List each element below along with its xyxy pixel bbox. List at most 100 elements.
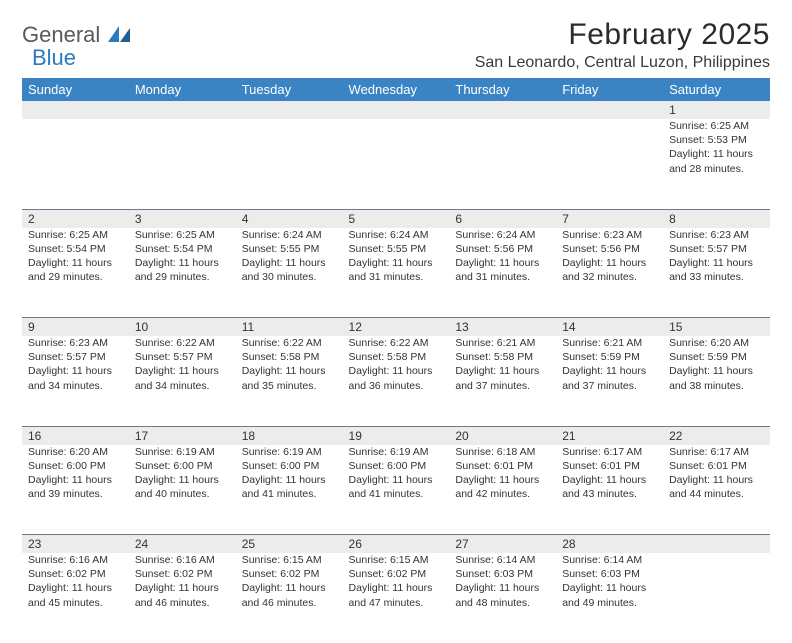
sunset-text: Sunset: 6:02 PM: [28, 567, 123, 581]
day-number: 8: [663, 209, 770, 228]
sunrise-text: Sunrise: 6:25 AM: [135, 228, 230, 242]
calendar-table: Sunday Monday Tuesday Wednesday Thursday…: [22, 78, 770, 643]
day-number: 2: [22, 209, 129, 228]
day-number: 5: [343, 209, 450, 228]
day-cell: Sunrise: 6:20 AMSunset: 5:59 PMDaylight:…: [663, 336, 770, 426]
sunset-text: Sunset: 6:00 PM: [349, 459, 444, 473]
day-number: 13: [449, 318, 556, 337]
daylight-text: Daylight: 11 hours and 32 minutes.: [562, 256, 657, 284]
sunset-text: Sunset: 5:55 PM: [242, 242, 337, 256]
day-number-row: 16171819202122: [22, 426, 770, 445]
day-number: 3: [129, 209, 236, 228]
day-number: 14: [556, 318, 663, 337]
sunrise-text: Sunrise: 6:19 AM: [349, 445, 444, 459]
daylight-text: Daylight: 11 hours and 34 minutes.: [28, 364, 123, 392]
sunrise-text: Sunrise: 6:16 AM: [28, 553, 123, 567]
sunset-text: Sunset: 6:01 PM: [669, 459, 764, 473]
daylight-text: Daylight: 11 hours and 31 minutes.: [455, 256, 550, 284]
weekday-header: Monday: [129, 78, 236, 101]
sunset-text: Sunset: 5:56 PM: [562, 242, 657, 256]
title-block: February 2025 San Leonardo, Central Luzo…: [475, 18, 770, 72]
daylight-text: Daylight: 11 hours and 46 minutes.: [242, 581, 337, 609]
sunrise-text: Sunrise: 6:17 AM: [562, 445, 657, 459]
day-cell: Sunrise: 6:25 AMSunset: 5:53 PMDaylight:…: [663, 119, 770, 209]
sunset-text: Sunset: 6:00 PM: [135, 459, 230, 473]
sunset-text: Sunset: 5:54 PM: [28, 242, 123, 256]
sunrise-text: Sunrise: 6:15 AM: [349, 553, 444, 567]
sunset-text: Sunset: 6:00 PM: [242, 459, 337, 473]
day-number: 22: [663, 426, 770, 445]
sunset-text: Sunset: 6:02 PM: [349, 567, 444, 581]
sunrise-text: Sunrise: 6:19 AM: [135, 445, 230, 459]
brand-word1: General: [22, 22, 100, 47]
day-cell: [236, 119, 343, 209]
day-number: [22, 101, 129, 119]
sunset-text: Sunset: 6:02 PM: [242, 567, 337, 581]
sunrise-text: Sunrise: 6:24 AM: [242, 228, 337, 242]
day-number: 28: [556, 535, 663, 554]
daylight-text: Daylight: 11 hours and 28 minutes.: [669, 147, 764, 175]
sunrise-text: Sunrise: 6:19 AM: [242, 445, 337, 459]
weekday-header: Sunday: [22, 78, 129, 101]
day-cell: [343, 119, 450, 209]
day-cell: Sunrise: 6:19 AMSunset: 6:00 PMDaylight:…: [236, 445, 343, 535]
sunset-text: Sunset: 5:56 PM: [455, 242, 550, 256]
sunset-text: Sunset: 5:58 PM: [455, 350, 550, 364]
location-subtitle: San Leonardo, Central Luzon, Philippines: [475, 54, 770, 72]
daylight-text: Daylight: 11 hours and 40 minutes.: [135, 473, 230, 501]
sunrise-text: Sunrise: 6:23 AM: [562, 228, 657, 242]
daylight-text: Daylight: 11 hours and 48 minutes.: [455, 581, 550, 609]
day-number: 23: [22, 535, 129, 554]
sunrise-text: Sunrise: 6:24 AM: [455, 228, 550, 242]
sunset-text: Sunset: 6:01 PM: [562, 459, 657, 473]
sunrise-text: Sunrise: 6:25 AM: [669, 119, 764, 133]
daylight-text: Daylight: 11 hours and 38 minutes.: [669, 364, 764, 392]
day-cell: Sunrise: 6:19 AMSunset: 6:00 PMDaylight:…: [129, 445, 236, 535]
sunrise-text: Sunrise: 6:22 AM: [242, 336, 337, 350]
daylight-text: Daylight: 11 hours and 41 minutes.: [242, 473, 337, 501]
day-number: 26: [343, 535, 450, 554]
daylight-text: Daylight: 11 hours and 43 minutes.: [562, 473, 657, 501]
day-number: [449, 101, 556, 119]
day-cell: Sunrise: 6:18 AMSunset: 6:01 PMDaylight:…: [449, 445, 556, 535]
sunrise-text: Sunrise: 6:25 AM: [28, 228, 123, 242]
day-number: 15: [663, 318, 770, 337]
weekday-header-row: Sunday Monday Tuesday Wednesday Thursday…: [22, 78, 770, 101]
daylight-text: Daylight: 11 hours and 37 minutes.: [455, 364, 550, 392]
daylight-text: Daylight: 11 hours and 49 minutes.: [562, 581, 657, 609]
day-number: 7: [556, 209, 663, 228]
day-cell: Sunrise: 6:22 AMSunset: 5:58 PMDaylight:…: [343, 336, 450, 426]
day-number: 11: [236, 318, 343, 337]
daylight-text: Daylight: 11 hours and 34 minutes.: [135, 364, 230, 392]
sunrise-text: Sunrise: 6:17 AM: [669, 445, 764, 459]
sunrise-text: Sunrise: 6:22 AM: [135, 336, 230, 350]
weekday-header: Saturday: [663, 78, 770, 101]
day-cell: Sunrise: 6:25 AMSunset: 5:54 PMDaylight:…: [129, 228, 236, 318]
day-number: 18: [236, 426, 343, 445]
month-title: February 2025: [475, 18, 770, 52]
sunset-text: Sunset: 6:03 PM: [562, 567, 657, 581]
daylight-text: Daylight: 11 hours and 35 minutes.: [242, 364, 337, 392]
day-cell: Sunrise: 6:24 AMSunset: 5:55 PMDaylight:…: [343, 228, 450, 318]
daylight-text: Daylight: 11 hours and 44 minutes.: [669, 473, 764, 501]
day-number: 1: [663, 101, 770, 119]
day-number: 10: [129, 318, 236, 337]
day-cell: Sunrise: 6:22 AMSunset: 5:58 PMDaylight:…: [236, 336, 343, 426]
day-cell: Sunrise: 6:21 AMSunset: 5:59 PMDaylight:…: [556, 336, 663, 426]
day-cell: Sunrise: 6:16 AMSunset: 6:02 PMDaylight:…: [22, 553, 129, 643]
day-cell: Sunrise: 6:17 AMSunset: 6:01 PMDaylight:…: [556, 445, 663, 535]
day-number: [129, 101, 236, 119]
day-number: 9: [22, 318, 129, 337]
day-number: 19: [343, 426, 450, 445]
sunrise-text: Sunrise: 6:22 AM: [349, 336, 444, 350]
sunset-text: Sunset: 5:55 PM: [349, 242, 444, 256]
daylight-text: Daylight: 11 hours and 41 minutes.: [349, 473, 444, 501]
sunrise-text: Sunrise: 6:20 AM: [28, 445, 123, 459]
sunrise-text: Sunrise: 6:21 AM: [455, 336, 550, 350]
day-cell: Sunrise: 6:17 AMSunset: 6:01 PMDaylight:…: [663, 445, 770, 535]
weekday-header: Thursday: [449, 78, 556, 101]
day-number-row: 232425262728: [22, 535, 770, 554]
sunrise-text: Sunrise: 6:16 AM: [135, 553, 230, 567]
sunset-text: Sunset: 6:01 PM: [455, 459, 550, 473]
sunrise-text: Sunrise: 6:23 AM: [669, 228, 764, 242]
